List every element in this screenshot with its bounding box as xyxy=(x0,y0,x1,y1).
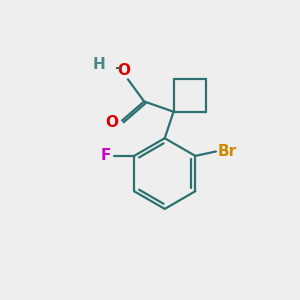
Text: O: O xyxy=(117,63,130,78)
Text: F: F xyxy=(101,148,111,164)
Text: -: - xyxy=(114,60,120,75)
Text: H: H xyxy=(93,57,106,72)
Text: O: O xyxy=(106,115,118,130)
Text: Br: Br xyxy=(218,144,236,159)
